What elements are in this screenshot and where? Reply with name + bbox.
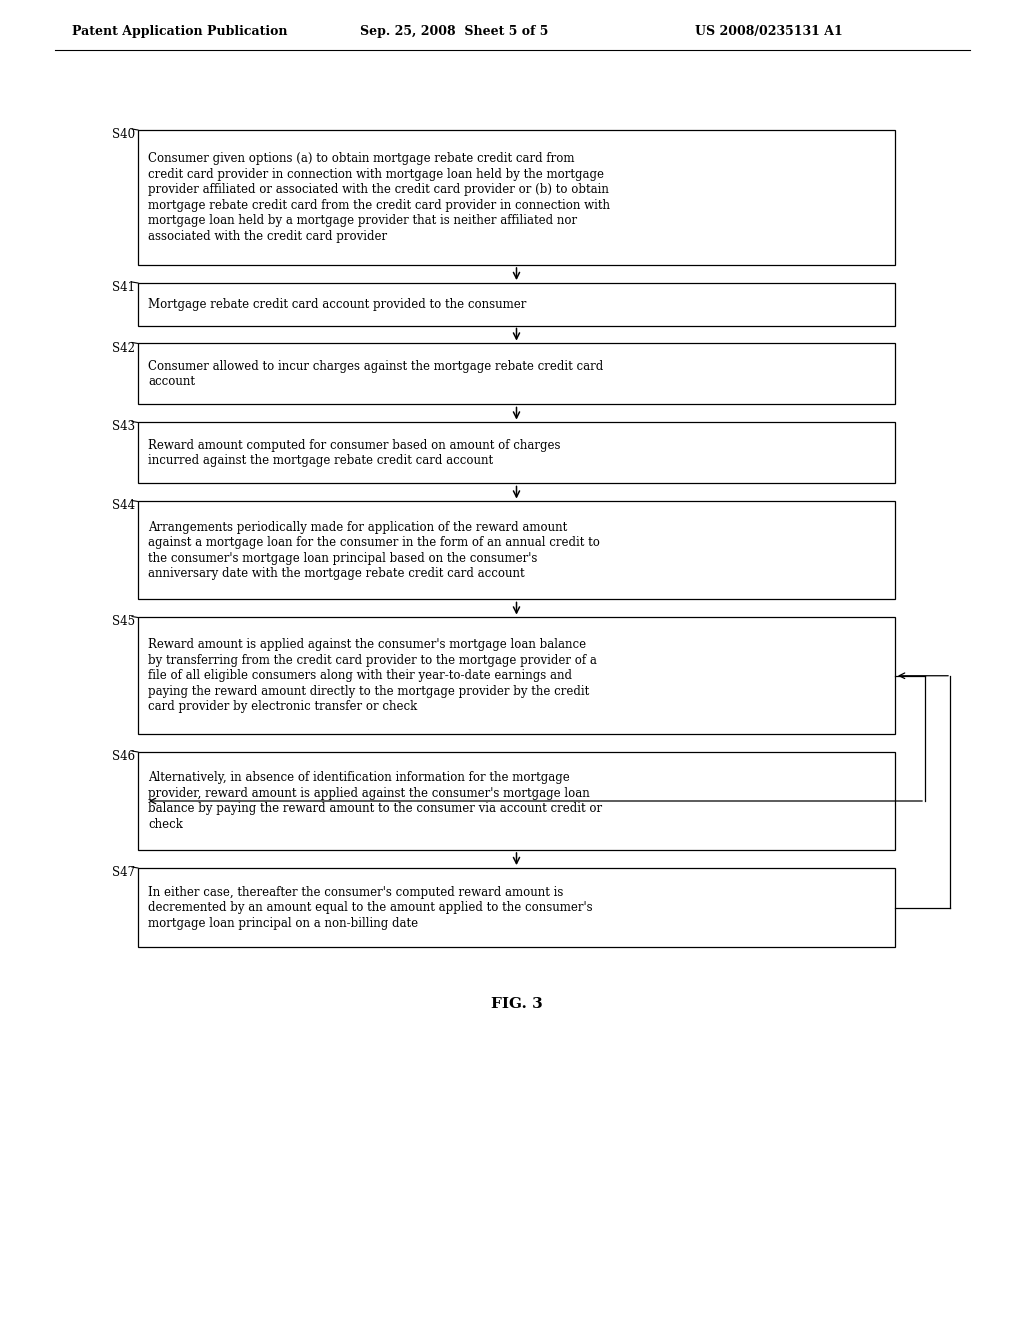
- Bar: [138, 282, 895, 326]
- Text: S44: S44: [112, 499, 135, 512]
- Text: S46: S46: [112, 750, 135, 763]
- Text: Reward amount is applied against the consumer's mortgage loan balance
by transfe: Reward amount is applied against the con…: [148, 639, 597, 713]
- Text: Alternatively, in absence of identification information for the mortgage
provide: Alternatively, in absence of identificat…: [148, 771, 602, 830]
- Text: Patent Application Publication: Patent Application Publication: [72, 25, 288, 38]
- Text: US 2008/0235131 A1: US 2008/0235131 A1: [695, 25, 843, 38]
- Text: FIG. 3: FIG. 3: [490, 998, 543, 1011]
- Text: S41: S41: [112, 281, 135, 294]
- Bar: [138, 502, 895, 599]
- Text: Reward amount computed for consumer based on amount of charges
incurred against : Reward amount computed for consumer base…: [148, 438, 560, 467]
- Bar: [138, 422, 895, 483]
- Text: Mortgage rebate credit card account provided to the consumer: Mortgage rebate credit card account prov…: [148, 298, 526, 310]
- Bar: [138, 343, 895, 404]
- Text: In either case, thereafter the consumer's computed reward amount is
decremented : In either case, thereafter the consumer'…: [148, 886, 593, 929]
- Text: S45: S45: [112, 615, 135, 628]
- Text: Consumer allowed to incur charges against the mortgage rebate credit card
accoun: Consumer allowed to incur charges agains…: [148, 360, 603, 388]
- Text: Sep. 25, 2008  Sheet 5 of 5: Sep. 25, 2008 Sheet 5 of 5: [360, 25, 549, 38]
- Text: S47: S47: [112, 866, 135, 879]
- Bar: [138, 129, 895, 265]
- Text: S43: S43: [112, 421, 135, 433]
- Bar: [138, 618, 895, 734]
- Text: Consumer given options (a) to obtain mortgage rebate credit card from
credit car: Consumer given options (a) to obtain mor…: [148, 152, 610, 243]
- Text: Arrangements periodically made for application of the reward amount
against a mo: Arrangements periodically made for appli…: [148, 521, 600, 581]
- Text: S40: S40: [112, 128, 135, 141]
- Text: S42: S42: [112, 342, 135, 355]
- Bar: [138, 869, 895, 948]
- Bar: [138, 752, 895, 850]
